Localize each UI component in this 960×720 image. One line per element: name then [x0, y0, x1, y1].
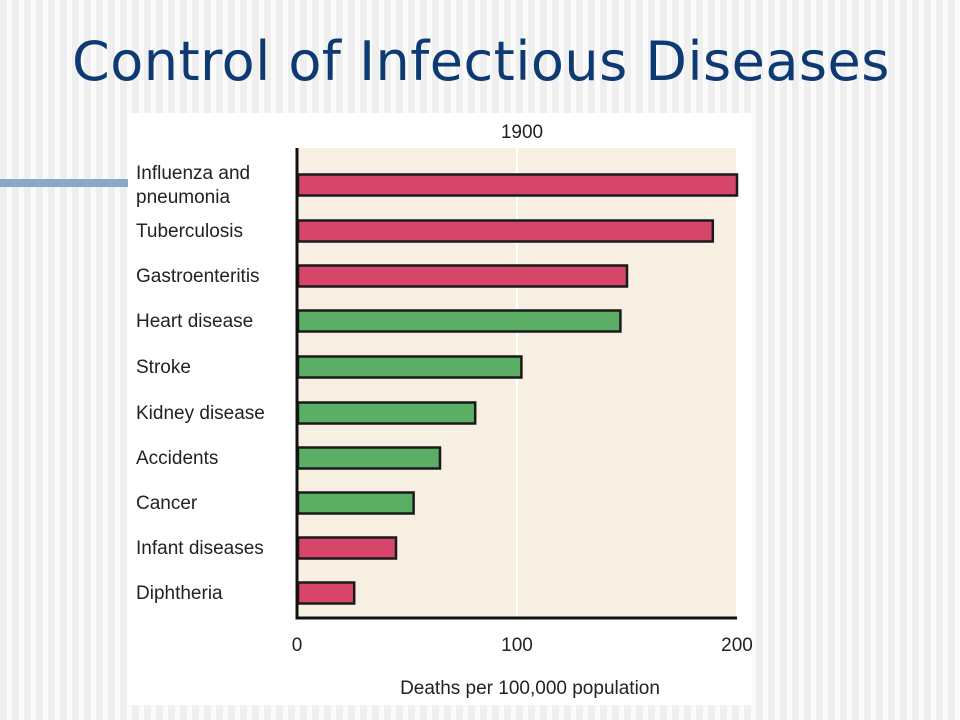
- category-label: Accidents: [136, 448, 218, 469]
- category-label: Diphtheria: [136, 583, 223, 604]
- slide-title: Control of Infectious Diseases: [72, 30, 890, 93]
- category-label: Infant diseases: [136, 538, 264, 559]
- bar: [296, 309, 622, 333]
- category-label: Kidney disease: [136, 403, 265, 424]
- bar: [296, 491, 415, 515]
- bar-chart: Influenza and pneumonia Tuberculosis Gastro…: [136, 122, 752, 699]
- bar: [296, 446, 442, 470]
- bar: [296, 173, 739, 197]
- x-tick-label: 100: [501, 635, 533, 656]
- chart-title: 1900: [501, 122, 543, 143]
- bar: [296, 264, 629, 288]
- bar: [296, 581, 356, 605]
- x-tick-label: 200: [721, 635, 752, 656]
- x-axis-label: Deaths per 100,000 population: [400, 678, 660, 699]
- bar: [296, 219, 715, 243]
- category-label: Gastroenteritis: [136, 266, 260, 287]
- category-label: Heart disease: [136, 311, 253, 332]
- category-label: Cancer: [136, 493, 198, 514]
- accent-bar: [0, 179, 128, 187]
- bar: [296, 401, 477, 425]
- x-tick-label: 0: [292, 635, 303, 656]
- bar: [296, 355, 523, 379]
- category-label: Stroke: [136, 357, 191, 378]
- category-label: Tuberculosis: [136, 221, 243, 242]
- category-label: Influenza and pneumonia: [136, 163, 250, 208]
- chart-figure: Influenza and pneumonia Tuberculosis Gastro…: [128, 113, 752, 705]
- bar: [296, 536, 398, 560]
